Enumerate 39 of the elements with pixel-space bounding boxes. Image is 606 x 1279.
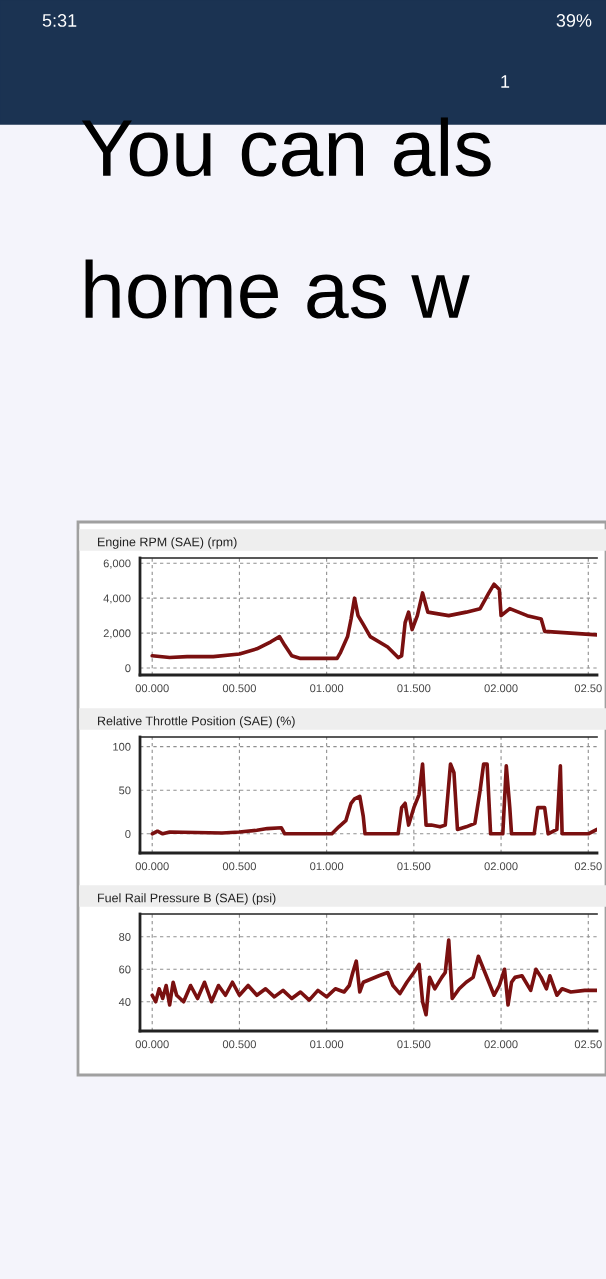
x-tick-label: 02.50 [574,1040,602,1049]
text: home as w [85,259,470,319]
x-tick-label: 00.500 [222,684,256,693]
chart-title: Relative Throttle Position (SAE) (%) [98,716,295,728]
y-tick-label: 100 [113,742,131,751]
line-series [150,582,597,661]
y-tick-label: 0 [125,830,131,838]
x-tick-label: 01.500 [397,862,431,871]
chart-title: Engine RPM (SAE) (rpm) [98,537,237,549]
x-tick-label: 00.500 [222,1040,256,1049]
x-tick-label: 00.500 [222,862,256,871]
x-tick-label: 01.000 [310,1040,344,1049]
x-tick-label: 01.500 [397,1040,431,1049]
y-tick-label: 60 [119,965,131,974]
text: 5:31 [42,14,77,27]
y-tick-label: 80 [119,933,131,941]
x-tick-label: 02.000 [484,1040,518,1049]
text: 1 [501,75,510,88]
y-tick-label: 0 [125,664,131,673]
x-tick-label: 02.000 [484,684,518,693]
y-tick-label: 2,000 [103,629,131,639]
text: You can als [81,117,491,177]
y-tick-label: 4,000 [103,594,131,604]
chart-title: Fuel Rail Pressure B (SAE) (psi) [98,893,276,905]
x-tick-label: 00.000 [135,862,169,871]
x-tick-label: 02.50 [574,862,602,871]
text: 39% [556,14,592,27]
line-series [150,762,597,836]
x-tick-label: 02.50 [574,684,602,693]
line-series [150,938,597,1017]
x-tick-label: 01.000 [310,684,344,693]
x-tick-label: 01.000 [310,862,344,871]
x-tick-label: 02.000 [484,862,518,871]
y-tick-label: 40 [118,998,131,1006]
x-tick-label: 00.000 [135,684,169,693]
x-tick-label: 00.000 [135,1040,169,1049]
y-tick-label: 6,000 [103,559,131,569]
y-tick-label: 50 [119,786,131,795]
x-tick-label: 01.500 [397,684,431,693]
